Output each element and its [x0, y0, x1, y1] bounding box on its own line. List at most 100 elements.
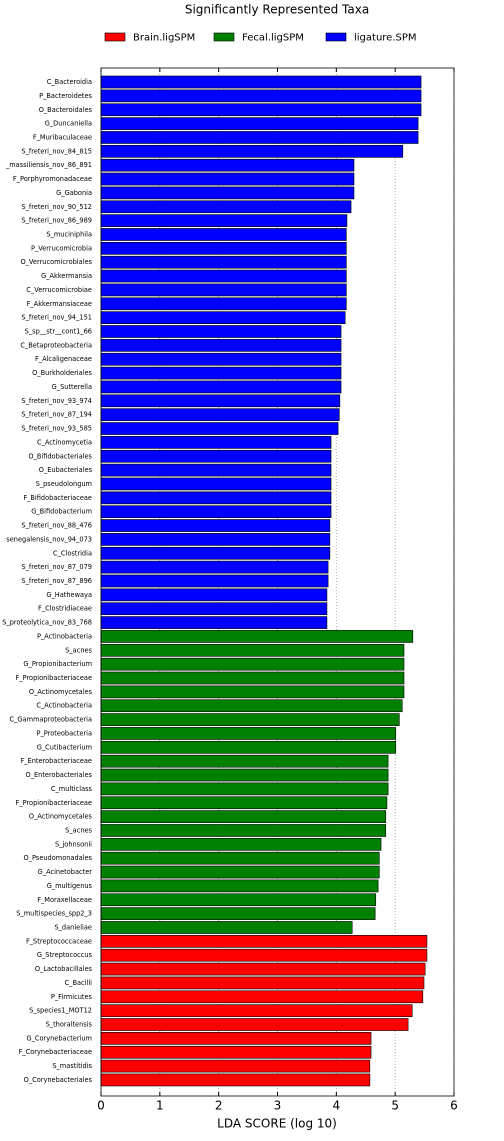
y-tick-label: C_Betaproteobacteria — [20, 341, 92, 349]
bar — [100, 796, 388, 810]
y-tick-label: senegalensis_nov_94_073 — [6, 535, 92, 543]
y-tick-label: _massiliensis_nov_86_891 — [5, 161, 92, 169]
y-tick-label: O_Verrucomicrobiales — [20, 258, 92, 266]
legend-label: Fecal.ligSPM — [242, 33, 304, 44]
y-tick-label: P_Verrucomicrobia — [31, 244, 92, 252]
bar — [100, 145, 404, 158]
bar — [100, 588, 328, 602]
bar — [100, 921, 353, 934]
y-tick-label: G_Acinetobacter — [38, 868, 93, 876]
y-tick-label: S_proteolytica_nov_83_768 — [2, 619, 92, 627]
bar — [100, 325, 342, 338]
bar — [100, 449, 332, 463]
bar — [100, 436, 332, 449]
bar — [100, 394, 341, 408]
y-tick-label: F_Clostridiaceae — [38, 605, 92, 613]
y-tick-label: F_Enterobacteriaceae — [20, 757, 92, 765]
bar — [100, 1004, 413, 1017]
x-tick-label: 1 — [156, 1099, 164, 1113]
bar — [100, 810, 387, 823]
bar — [100, 75, 422, 89]
legend-label: ligature.SPM — [354, 33, 417, 44]
bar — [100, 380, 342, 394]
y-tick-label: F_Bifidobacteriaceae — [23, 494, 92, 502]
y-tick-label: S_freteri_nov_87_079 — [21, 563, 92, 571]
bar — [100, 851, 380, 865]
y-tick-label: O_Enterobacteriales — [26, 771, 93, 779]
y-tick-label: F_Muribaculaceae — [33, 133, 92, 141]
y-tick-label: P_Firmicutes — [51, 993, 93, 1001]
y-tick-label: S_freteri_nov_87_896 — [21, 577, 92, 585]
bar — [100, 463, 332, 477]
x-tick-label: 5 — [391, 1099, 399, 1113]
y-tick-label: O_Eubacteriales — [39, 466, 93, 474]
y-tick-label: S_mastitidis — [52, 1062, 92, 1070]
bar — [100, 574, 329, 588]
y-tick-label: F_Streptococcaceae — [26, 937, 92, 945]
y-tick-label: C_Verrucomicrobiae — [26, 286, 92, 294]
y-tick-label: G_Corynebacterium — [26, 1034, 92, 1042]
y-tick-label: S_freteri_nov_94_151 — [21, 314, 92, 322]
bar — [100, 976, 425, 990]
y-tick-label: G_Sutterella — [52, 383, 92, 391]
y-tick-label: F_Corynebacteriaceae — [19, 1048, 92, 1056]
legend-swatch — [213, 32, 235, 42]
bar — [100, 117, 419, 130]
bar — [100, 1018, 409, 1031]
y-tick-label: O_Pseudomonadales — [24, 854, 93, 862]
bar — [100, 907, 376, 920]
x-tick-label: 2 — [215, 1099, 223, 1113]
y-tick-label: G_Bifidobacterium — [31, 508, 92, 516]
bar — [100, 519, 331, 532]
y-tick-label: O_Bifidobacteriales — [28, 452, 92, 460]
y-tick-label: O_Burkholderiales — [32, 369, 92, 377]
y-tick-label: S_muciniphila — [46, 230, 92, 238]
y-tick-label: F_Alcaligenaceae — [35, 355, 92, 363]
y-tick-label: C_Actinomycetia — [37, 438, 92, 446]
y-tick-label: S_multispecies_spp2_3 — [16, 910, 92, 918]
bar — [100, 893, 377, 907]
bar — [100, 214, 348, 227]
y-tick-label: P_Bacteroidetes — [39, 92, 92, 100]
y-tick-label: G_Streptococcus — [37, 951, 93, 959]
bar — [100, 879, 379, 893]
y-tick-label: O_Lactobacillales — [35, 965, 93, 973]
bar — [100, 505, 332, 519]
bar — [100, 186, 355, 200]
bar — [100, 1032, 372, 1045]
y-tick-label: P_Proteobacteria — [37, 729, 93, 737]
bar — [100, 255, 347, 269]
y-tick-label: G_Cutibacterium — [37, 743, 92, 751]
y-tick-label: F_Moraxellaceae — [37, 896, 92, 904]
bar — [100, 297, 347, 311]
y-tick-label: S_pseudolongum — [36, 480, 92, 488]
bar — [100, 754, 389, 768]
x-tick-label: 3 — [274, 1099, 282, 1113]
y-tick-label: S_freteri_nov_93_974 — [21, 397, 92, 405]
bar — [100, 727, 397, 740]
y-tick-label: S_sp__str__cont1_66 — [25, 328, 92, 336]
legend-swatch — [325, 32, 347, 42]
legend-swatch — [104, 32, 126, 42]
bar — [100, 352, 342, 366]
bar — [100, 283, 347, 297]
y-tick-label: S_thoraltensis — [46, 1021, 93, 1029]
y-tick-label: S_freteri_nov_90_512 — [21, 203, 92, 211]
bar — [100, 477, 332, 491]
bar — [100, 962, 426, 976]
y-tick-label: S_freteri_nov_88_476 — [21, 522, 92, 530]
bar — [100, 643, 405, 657]
bar — [100, 948, 428, 962]
bar — [100, 685, 405, 699]
bar — [100, 560, 329, 574]
bar — [100, 1059, 371, 1073]
bar — [100, 228, 347, 241]
x-tick-label: 4 — [333, 1099, 341, 1113]
y-tick-label: O_Actinomycetales — [29, 688, 93, 696]
y-tick-label: F_Propionibacteriaceae — [16, 799, 92, 807]
y-tick-label: S_freteri_nov_84_815 — [21, 147, 92, 155]
x-tick-label: 0 — [97, 1099, 105, 1113]
y-tick-label: O_Actinomycetales — [29, 813, 93, 821]
y-tick-label: S_freteri_nov_86_989 — [21, 217, 92, 225]
y-tick-label: S_johnsonii — [55, 840, 92, 848]
